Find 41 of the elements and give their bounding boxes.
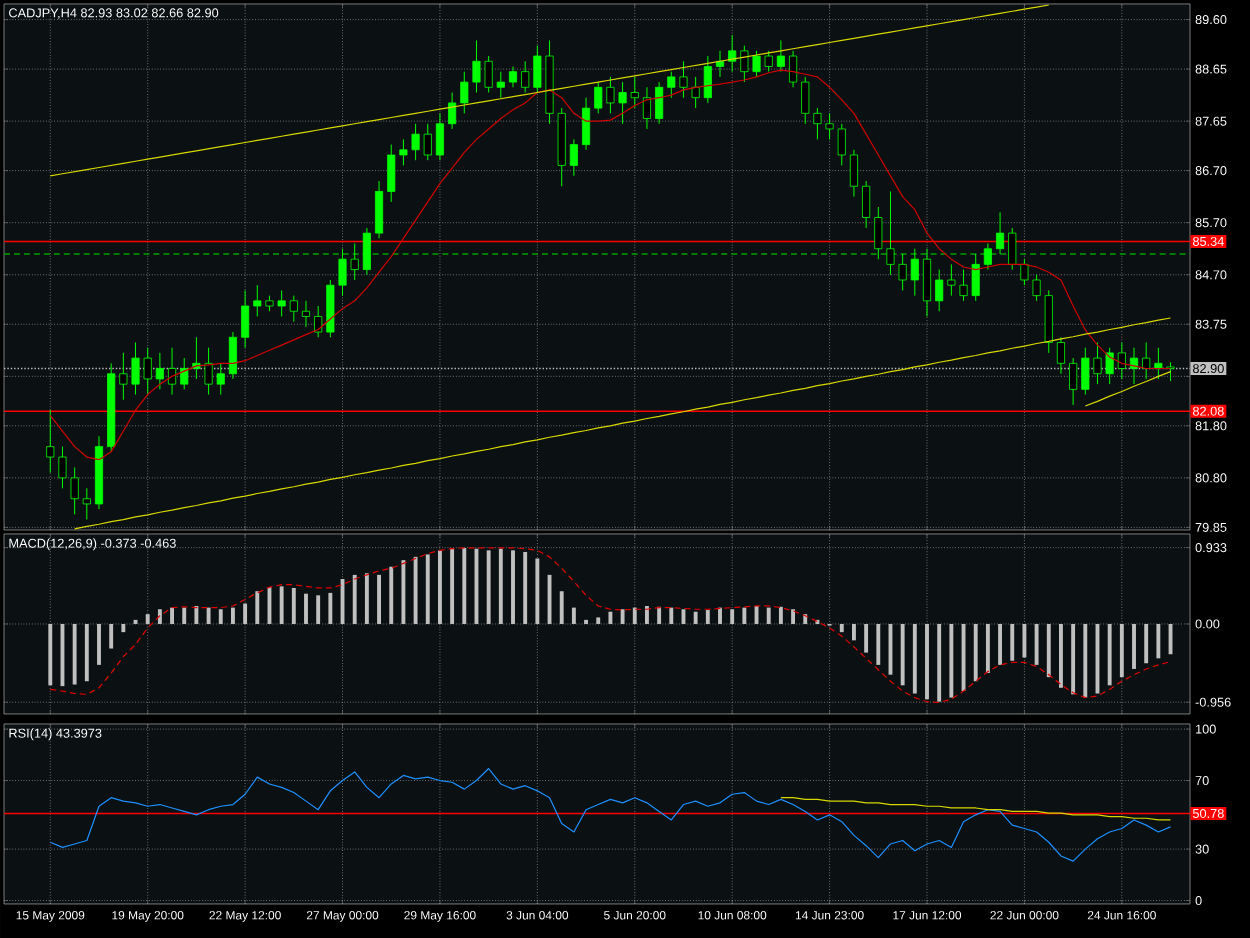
candlestick xyxy=(1069,357,1078,406)
candlestick xyxy=(922,248,932,317)
candlestick xyxy=(569,138,578,177)
candlestick xyxy=(228,331,237,380)
candlestick xyxy=(642,86,651,130)
candlestick xyxy=(289,295,298,323)
candlestick xyxy=(1129,347,1139,385)
candlestick xyxy=(448,92,457,130)
candlestick xyxy=(789,50,798,88)
candlestick xyxy=(314,305,323,338)
candlestick xyxy=(1142,341,1151,380)
candlestick xyxy=(375,180,384,239)
candlestick xyxy=(1056,336,1066,375)
candlestick xyxy=(874,206,883,260)
candlestick xyxy=(983,243,992,271)
candlestick xyxy=(935,269,944,312)
candlestick xyxy=(82,487,91,521)
candlestick xyxy=(582,97,591,151)
candlestick xyxy=(1008,227,1017,271)
candlestick xyxy=(301,300,311,328)
candlestick xyxy=(1044,289,1053,354)
candlestick xyxy=(168,347,177,396)
candlestick xyxy=(728,34,737,73)
candlestick xyxy=(862,180,871,229)
candlestick xyxy=(241,289,250,349)
candlestick xyxy=(910,248,919,297)
candlestick xyxy=(703,55,712,104)
candlestick xyxy=(435,112,444,161)
candlestick xyxy=(155,352,164,390)
candlestick xyxy=(776,39,785,73)
candlestick xyxy=(508,65,518,88)
candlestick xyxy=(996,211,1005,255)
candlestick xyxy=(496,71,505,99)
candlestick xyxy=(655,81,664,125)
candlestick xyxy=(521,60,530,93)
candlestick xyxy=(1117,341,1126,380)
line-series xyxy=(49,767,1172,862)
candlestick xyxy=(362,227,371,276)
candlestick xyxy=(849,149,858,198)
candlestick xyxy=(326,279,335,338)
line-series xyxy=(1084,371,1172,407)
